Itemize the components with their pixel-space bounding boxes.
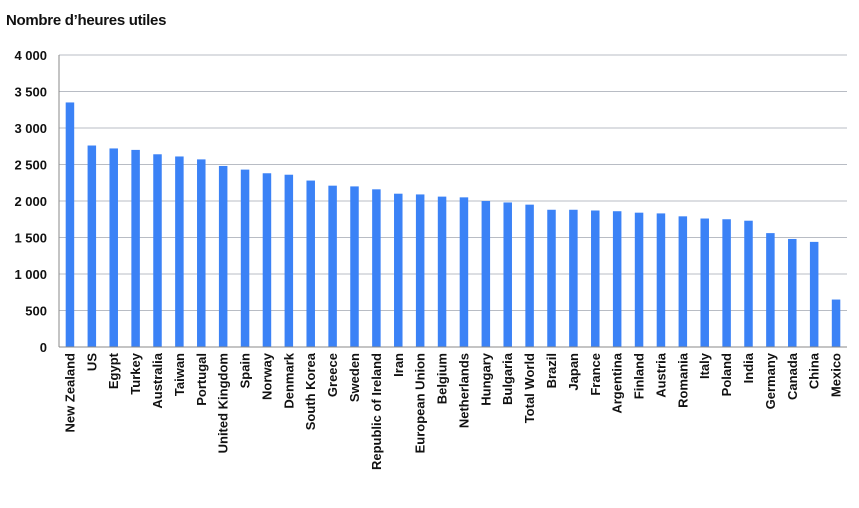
y-axis-title: Nombre d’heures utiles (6, 12, 167, 29)
x-tick-label: Norway (259, 352, 274, 400)
y-tick-label: 2 000 (14, 194, 47, 209)
bar (394, 193, 403, 347)
x-tick-label: Italy (697, 352, 712, 379)
bar (788, 238, 797, 347)
bar (547, 209, 556, 347)
x-tick-label: Egypt (106, 352, 121, 389)
bar (809, 241, 819, 347)
bar (766, 233, 775, 347)
y-tick-label: 0 (40, 340, 47, 355)
x-tick-label: Denmark (281, 352, 296, 408)
x-tick-label: Total World (522, 353, 537, 423)
bar (700, 218, 709, 347)
bar (831, 299, 841, 347)
x-tick-label: US (84, 353, 99, 371)
y-tick-label: 3 500 (14, 85, 47, 100)
bar (612, 211, 622, 347)
bar (197, 159, 206, 347)
x-tick-label: Austria (653, 352, 668, 398)
y-tick-label: 2 500 (14, 158, 47, 173)
x-tick-label: New Zealand (62, 353, 77, 433)
x-tick-label: Belgium (435, 353, 450, 404)
bar (87, 145, 97, 347)
x-tick-label: Republic of Ireland (369, 353, 384, 470)
bar (503, 202, 512, 347)
bar (744, 220, 753, 347)
x-tick-label: France (588, 353, 603, 396)
x-tick-label: Iran (391, 353, 406, 377)
y-tick-label: 4 000 (14, 48, 47, 63)
bar (109, 148, 118, 347)
x-tick-label: Turkey (128, 352, 143, 394)
bar (218, 165, 228, 347)
bar (656, 213, 666, 347)
bar (678, 216, 688, 347)
bar (591, 210, 600, 347)
x-tick-label: Brazil (544, 353, 559, 388)
x-tick-label: Mexico (829, 353, 844, 397)
bar (634, 212, 644, 347)
y-tick-labels: 0 500 1 000 1 500 2 000 2 500 3 000 3 500 4 000 (14, 48, 47, 355)
x-tick-label: South Korea (303, 352, 318, 430)
x-tick-label: Australia (150, 352, 165, 408)
y-tick-label: 3 000 (14, 121, 47, 136)
x-tick-label: Spain (238, 353, 253, 388)
x-tick-label: India (741, 352, 756, 383)
y-tick-label: 1 500 (14, 231, 47, 246)
bar (328, 185, 337, 347)
bar (481, 201, 491, 347)
bar (350, 186, 359, 347)
y-tick-label: 1 000 (14, 267, 47, 282)
bars (65, 102, 841, 347)
x-tick-label: Netherlands (456, 353, 471, 428)
bar (525, 204, 534, 347)
x-tick-label: Greece (325, 353, 340, 397)
grid-lines (59, 54, 847, 311)
x-tick-label: Finland (632, 353, 647, 399)
bar (284, 174, 294, 347)
x-tick-label: Japan (566, 353, 581, 391)
x-tick-label: European Union (413, 353, 428, 453)
x-tick-labels: New Zealand US Egypt Turkey Australia Taiwan P… (62, 352, 843, 470)
x-tick-label: Hungary (478, 352, 493, 406)
bar (459, 197, 469, 347)
bar (306, 180, 315, 347)
axes (58, 55, 847, 348)
x-tick-label: Sweden (347, 353, 362, 402)
x-tick-label: Germany (763, 352, 778, 409)
x-tick-label: Canada (785, 352, 800, 400)
x-tick-label: Poland (719, 353, 734, 396)
x-tick-label: United Kingdom (216, 353, 231, 453)
bar (175, 156, 184, 347)
x-tick-label: China (807, 352, 822, 389)
bar (240, 169, 250, 347)
x-tick-label: Taiwan (172, 353, 187, 396)
bar (372, 189, 381, 347)
bar (437, 196, 447, 347)
x-tick-label: Bulgaria (500, 352, 515, 405)
bar (262, 173, 272, 347)
y-tick-label: 500 (25, 304, 47, 319)
bar (415, 194, 425, 347)
bar (65, 102, 75, 347)
x-tick-label: Argentina (610, 352, 625, 413)
bar (131, 149, 140, 347)
bar (569, 209, 578, 347)
x-tick-label: Portugal (194, 353, 209, 406)
bar (722, 219, 731, 347)
x-tick-label: Romania (675, 352, 690, 408)
bar (153, 154, 162, 347)
